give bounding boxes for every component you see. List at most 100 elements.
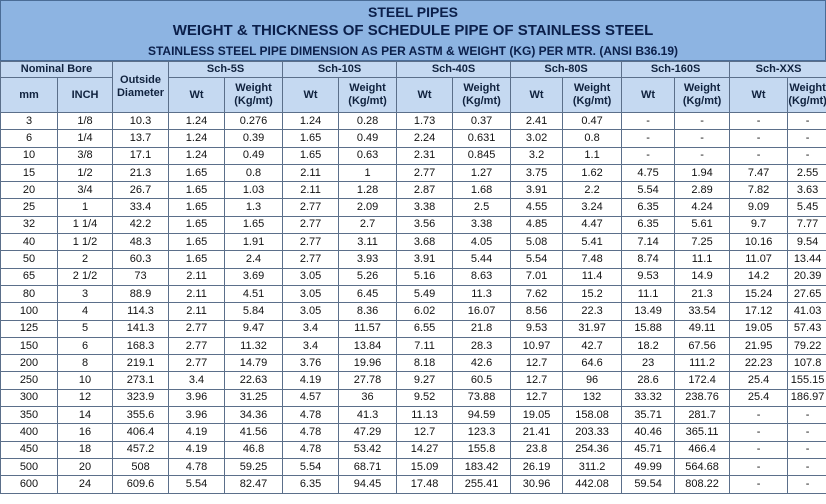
table-cell: 10.3 [112, 111, 170, 131]
header-weight: Weight (Kg/mt) [562, 77, 623, 113]
table-cell: 34.36 [224, 406, 284, 425]
table-cell: 600 [0, 475, 58, 494]
table-cell: 141.3 [112, 319, 170, 338]
table-cell: 46.8 [224, 440, 284, 459]
table-cell: - [787, 440, 826, 459]
table-cell: 13.49 [621, 302, 676, 321]
table-cell: 2.09 [338, 198, 398, 217]
table-cell: 9.27 [396, 371, 454, 390]
table-cell: 9.7 [729, 215, 789, 235]
table-cell: 59.25 [224, 457, 284, 477]
table-cell: 67.56 [674, 336, 731, 356]
table-cell: 2.24 [396, 129, 454, 148]
table-cell: - [729, 129, 789, 148]
header-nominal-bore: Nominal Bore [0, 61, 114, 78]
table-cell: - [787, 129, 826, 148]
table-cell: 33.54 [674, 302, 731, 321]
table-cell: 5.54 [282, 457, 340, 477]
table-cell: 1.1 [562, 146, 623, 165]
table-cell: 1 1/4 [56, 215, 114, 235]
table-cell: 442.08 [562, 475, 623, 494]
table-row: 32 1 1/4 42.2 1.65 1.65 2.77 2.7 3.56 3.38 4.85 4.… [0, 215, 826, 235]
table-cell: 1.24 [168, 129, 226, 148]
table-cell: 30.96 [510, 475, 564, 494]
table-cell: 508 [112, 457, 170, 477]
table-cell: 4.57 [282, 388, 340, 408]
table-cell: 13.84 [338, 336, 398, 356]
table-cell: 123.3 [452, 423, 512, 442]
table-cell: 7.14 [621, 233, 676, 252]
table-row: 150 6 168.3 2.77 11.32 3.4 13.84 7.11 28.3 10.97 4… [0, 336, 826, 356]
table-cell: 24 [56, 475, 114, 494]
table-cell: 2.87 [396, 181, 454, 200]
table-cell: 53.42 [338, 440, 398, 459]
table-cell: 96 [562, 371, 623, 390]
table-cell: - [729, 423, 789, 442]
table-cell: 17.12 [729, 302, 789, 321]
table-cell: 19.05 [729, 319, 789, 338]
table-cell: 3.11 [338, 233, 398, 252]
table-cell: 3.75 [510, 163, 564, 183]
table-cell: 7.01 [510, 267, 564, 286]
table-cell: 3.63 [787, 181, 826, 200]
header-wt: Wt [510, 77, 564, 113]
table-cell: 21.41 [510, 423, 564, 442]
table-cell: 8.56 [510, 302, 564, 321]
table-cell: 36 [338, 388, 398, 408]
table-cell: 25 [0, 198, 58, 217]
table-cell: 323.9 [112, 388, 170, 408]
table-cell: - [787, 457, 826, 477]
table-cell: 111.2 [674, 354, 731, 373]
table-cell: 150 [0, 336, 58, 356]
table-row: 500 20 508 4.78 59.25 5.54 68.71 15.09 183.42 26.… [0, 457, 826, 477]
table-cell: 1.3 [224, 198, 284, 217]
table-cell: 1.24 [168, 146, 226, 165]
table-cell: 13.7 [112, 129, 170, 148]
table-cell: 2.2 [562, 181, 623, 200]
header-row-top: Nominal Bore Outside Diameter Sch-5S Sch… [0, 61, 826, 113]
table-cell: 1.03 [224, 181, 284, 200]
header-weight: Weight (Kg/mt) [787, 77, 826, 113]
header-sch-80s: Sch-80S [510, 61, 623, 78]
table-cell: 466.4 [674, 440, 731, 459]
table-cell: 1.24 [282, 111, 340, 131]
table-cell: 15 [0, 163, 58, 183]
table-cell: 406.4 [112, 423, 170, 442]
table-cell: 80 [0, 284, 58, 304]
table-row: 10 3/8 17.1 1.24 0.49 1.65 0.63 2.31 0.845 3.2 1.1… [0, 146, 826, 165]
table-cell: 6.55 [396, 319, 454, 338]
table-cell: 68.71 [338, 457, 398, 477]
table-cell: 21.3 [112, 163, 170, 183]
table-cell: 42.2 [112, 215, 170, 235]
table-cell: 6 [0, 129, 58, 148]
table-cell: 5.54 [168, 475, 226, 494]
table-cell: 5 [56, 319, 114, 338]
table-cell: 2.77 [282, 215, 340, 235]
table-cell: - [729, 457, 789, 477]
table-cell: - [674, 111, 731, 131]
table-cell: 1.28 [338, 181, 398, 200]
table-cell: 12 [56, 388, 114, 408]
table-row: 80 3 88.9 2.11 4.51 3.05 6.45 5.49 11.3 7.62 15.2 1… [0, 284, 826, 304]
header-outside-diameter: Outside Diameter [112, 61, 170, 113]
table-cell: 132 [562, 388, 623, 408]
table-cell: 40 [0, 233, 58, 252]
table-cell: - [621, 129, 676, 148]
table-cell: - [787, 423, 826, 442]
table-cell: 49.11 [674, 319, 731, 338]
table-cell: 28.6 [621, 371, 676, 390]
table-cell: 0.47 [562, 111, 623, 131]
table-cell: 0.631 [452, 129, 512, 148]
table-row: 600 24 609.6 5.54 82.47 6.35 94.45 17.48 255.41 3… [0, 475, 826, 494]
header-inch: INCH [56, 77, 114, 113]
table-cell: 7.77 [787, 215, 826, 235]
table-cell: 1.73 [396, 111, 454, 131]
table-cell: 3.76 [282, 354, 340, 373]
table-cell: 60.5 [452, 371, 512, 390]
header-sch-5s: Sch-5S [168, 61, 284, 78]
table-row: 250 10 273.1 3.4 22.63 4.19 27.78 9.27 60.5 12.7 9… [0, 371, 826, 390]
table-cell: 2.77 [282, 233, 340, 252]
table-row: 40 1 1/2 48.3 1.65 1.91 2.77 3.11 3.68 4.05 5.08 5… [0, 233, 826, 252]
table-cell: 2.55 [787, 163, 826, 183]
table-cell: 9.53 [621, 267, 676, 286]
